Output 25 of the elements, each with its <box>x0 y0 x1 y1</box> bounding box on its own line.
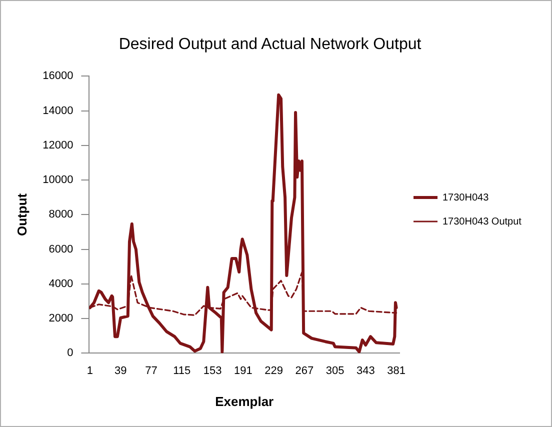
y-tick-label: 4000 <box>48 278 74 290</box>
x-tick-label: 115 <box>173 364 191 377</box>
x-tick-label: 77 <box>145 364 158 377</box>
x-axis-title: Exemplar <box>215 394 274 409</box>
y-tick-label: 0 <box>67 347 74 360</box>
x-tick-label: 229 <box>264 364 283 377</box>
x-tick-label: 381 <box>387 364 406 377</box>
y-tick-label: 12000 <box>42 139 74 152</box>
x-tick-label: 153 <box>203 364 222 377</box>
x-tick-label: 305 <box>326 364 344 377</box>
legend-label: 1730H043 Output <box>442 216 522 228</box>
chart-title: Desired Output and Actual Network Output <box>118 36 422 54</box>
y-tick-label: 8000 <box>48 208 74 221</box>
y-tick-label: 14000 <box>42 104 74 117</box>
y-tick-label: 2000 <box>48 312 74 325</box>
x-tick-label: 191 <box>234 364 252 377</box>
x-tick-label: 267 <box>295 364 314 377</box>
x-tick-label: 1 <box>86 364 94 377</box>
y-tick-label: 6000 <box>48 243 74 256</box>
y-axis-title: Output <box>14 192 30 236</box>
x-tick-label: 343 <box>356 364 375 377</box>
y-tick-label: 16000 <box>42 70 74 82</box>
y-tick-label: 10000 <box>42 174 74 186</box>
legend-label: 1730H043 <box>442 192 490 204</box>
x-tick-label: 39 <box>114 364 127 377</box>
